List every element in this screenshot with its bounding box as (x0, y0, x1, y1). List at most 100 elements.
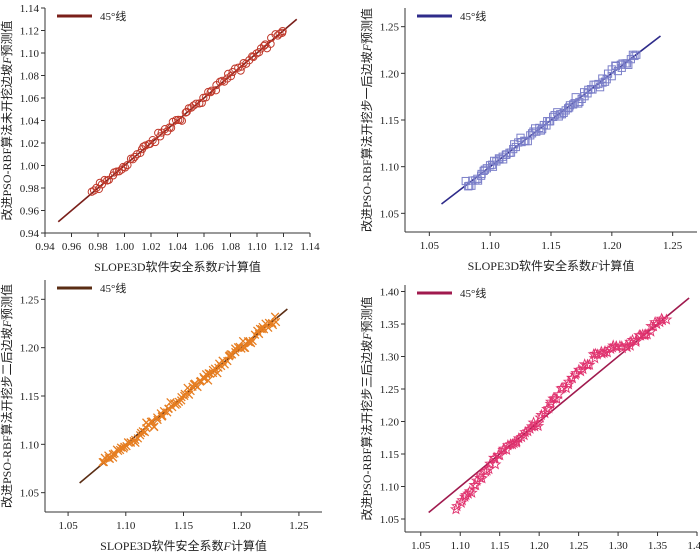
scatter-point (240, 343, 250, 353)
y-tick-label: 1.10 (20, 48, 40, 60)
x-tick-label: 1.15 (490, 540, 510, 552)
scatter-point (476, 472, 489, 484)
scatter-point (207, 86, 216, 95)
scatter-point (271, 317, 281, 327)
x-tick-label: 1.20 (530, 540, 550, 552)
x-tick-label: 1.35 (648, 540, 668, 552)
y-tick-label: 1.00 (20, 161, 40, 173)
y-tick-label: 0.94 (20, 228, 40, 240)
scatter-point (197, 98, 206, 108)
x-tick-label: 1.12 (274, 241, 293, 253)
scatter-point (224, 69, 233, 79)
scatter-point (193, 382, 202, 392)
y-axis-label: 改进PSO-RBF算法开挖步三后边坡F预测值 (359, 296, 374, 520)
scatter-point (177, 116, 187, 125)
x-tick-label: 1.30 (608, 540, 628, 552)
scatter-point (211, 86, 221, 95)
scatter-point (465, 486, 478, 498)
scatter-point (234, 63, 243, 72)
scatter-point (278, 26, 287, 36)
scatter-point (484, 457, 497, 469)
scatter-point (480, 165, 489, 174)
chart-panel-3: 1.05 1.10 1.15 1.20 1.25 1.05 1.10 1.15 1.20 1.25… (0, 280, 322, 553)
scatter-series (461, 50, 641, 191)
scatter-point (135, 431, 145, 440)
scatter-point (583, 358, 596, 370)
scatter-point (257, 324, 267, 334)
x-tick-label: 1.15 (541, 240, 561, 252)
y-tick-label: 1.06 (20, 93, 40, 105)
scatter-point (553, 108, 562, 117)
scatter-point (531, 417, 544, 429)
x-tick-label: 1.05 (420, 240, 440, 252)
scatter-point (156, 132, 165, 141)
x-tick-label: 1.40 (687, 540, 700, 552)
scatter-point (624, 60, 633, 69)
y-tick-label: 1.20 (20, 343, 40, 355)
chart-panel-1: 0.94 0.96 0.98 1.00 1.02 1.04 1.06 1.08 1.10 1.12… (0, 3, 320, 274)
x-tick-label: 1.05 (411, 540, 431, 552)
x-tick-label: 1.10 (247, 241, 267, 253)
scatter-point (146, 417, 156, 426)
scatter-point (136, 148, 145, 157)
y-tick-label: 1.30 (380, 352, 400, 364)
x-tick-label: 1.00 (115, 241, 135, 253)
x-tick-label: 1.25 (569, 540, 589, 552)
y-tick-label: 1.10 (20, 439, 40, 451)
scatter-point (97, 180, 107, 189)
scatter-point (236, 66, 245, 75)
scatter-point (149, 422, 159, 432)
scatter-series (98, 312, 281, 467)
scatter-point (562, 378, 575, 390)
scatter-point (248, 336, 257, 346)
scatter-point (656, 314, 669, 326)
legend-label: 45°线 (100, 281, 126, 295)
scatter-point (660, 313, 673, 325)
y-tick-label: 1.35 (380, 319, 400, 331)
scatter-point (123, 160, 132, 170)
scatter-point (577, 94, 586, 104)
x-tick-label: 1.20 (602, 240, 622, 252)
scatter-point (493, 449, 506, 461)
y-tick-label: 1.05 (20, 488, 40, 500)
x-tick-label: 0.96 (62, 241, 82, 253)
scatter-point (532, 419, 545, 432)
x-tick-label: 1.15 (174, 520, 194, 532)
scatter-point (560, 381, 573, 394)
x-tick-label: 1.06 (194, 241, 214, 253)
scatter-point (160, 125, 170, 134)
scatter-point (616, 341, 629, 354)
scatter-point (611, 62, 620, 71)
scatter-point (94, 184, 104, 194)
x-tick-label: 1.10 (481, 240, 501, 252)
scatter-point (104, 175, 113, 184)
scatter-point (630, 51, 639, 61)
y-tick-label: 1.40 (380, 287, 400, 299)
x-tick-label: 1.05 (58, 520, 78, 532)
scatter-point (595, 83, 605, 92)
x-axis-label: SLOPE3D软件安全系数F计算值 (94, 259, 261, 274)
scatter-point (121, 163, 130, 172)
scatter-point (602, 75, 611, 84)
x-tick-label: 0.94 (35, 241, 55, 253)
y-tick-label: 1.20 (380, 68, 400, 80)
scatter-point (95, 178, 104, 187)
reference-line-45 (57, 18, 298, 223)
scatter-point (607, 72, 616, 81)
scatter-point (632, 50, 641, 59)
scatter-point (552, 388, 565, 400)
chart-panel-2: 1.05 1.10 1.15 1.20 1.25 1.05 1.10 1.15 1.20 1.25… (359, 8, 697, 273)
scatter-point (570, 366, 583, 379)
scatter-point (559, 108, 568, 117)
x-tick-label: 1.20 (232, 520, 252, 532)
scatter-point (566, 371, 579, 383)
x-tick-label: 1.10 (116, 520, 136, 532)
x-tick-label: 1.14 (300, 241, 320, 253)
y-tick-label: 1.14 (20, 3, 40, 15)
scatter-series (87, 26, 287, 196)
scatter-point (527, 129, 537, 138)
y-tick-label: 1.25 (380, 22, 400, 34)
scatter-point (100, 175, 109, 185)
